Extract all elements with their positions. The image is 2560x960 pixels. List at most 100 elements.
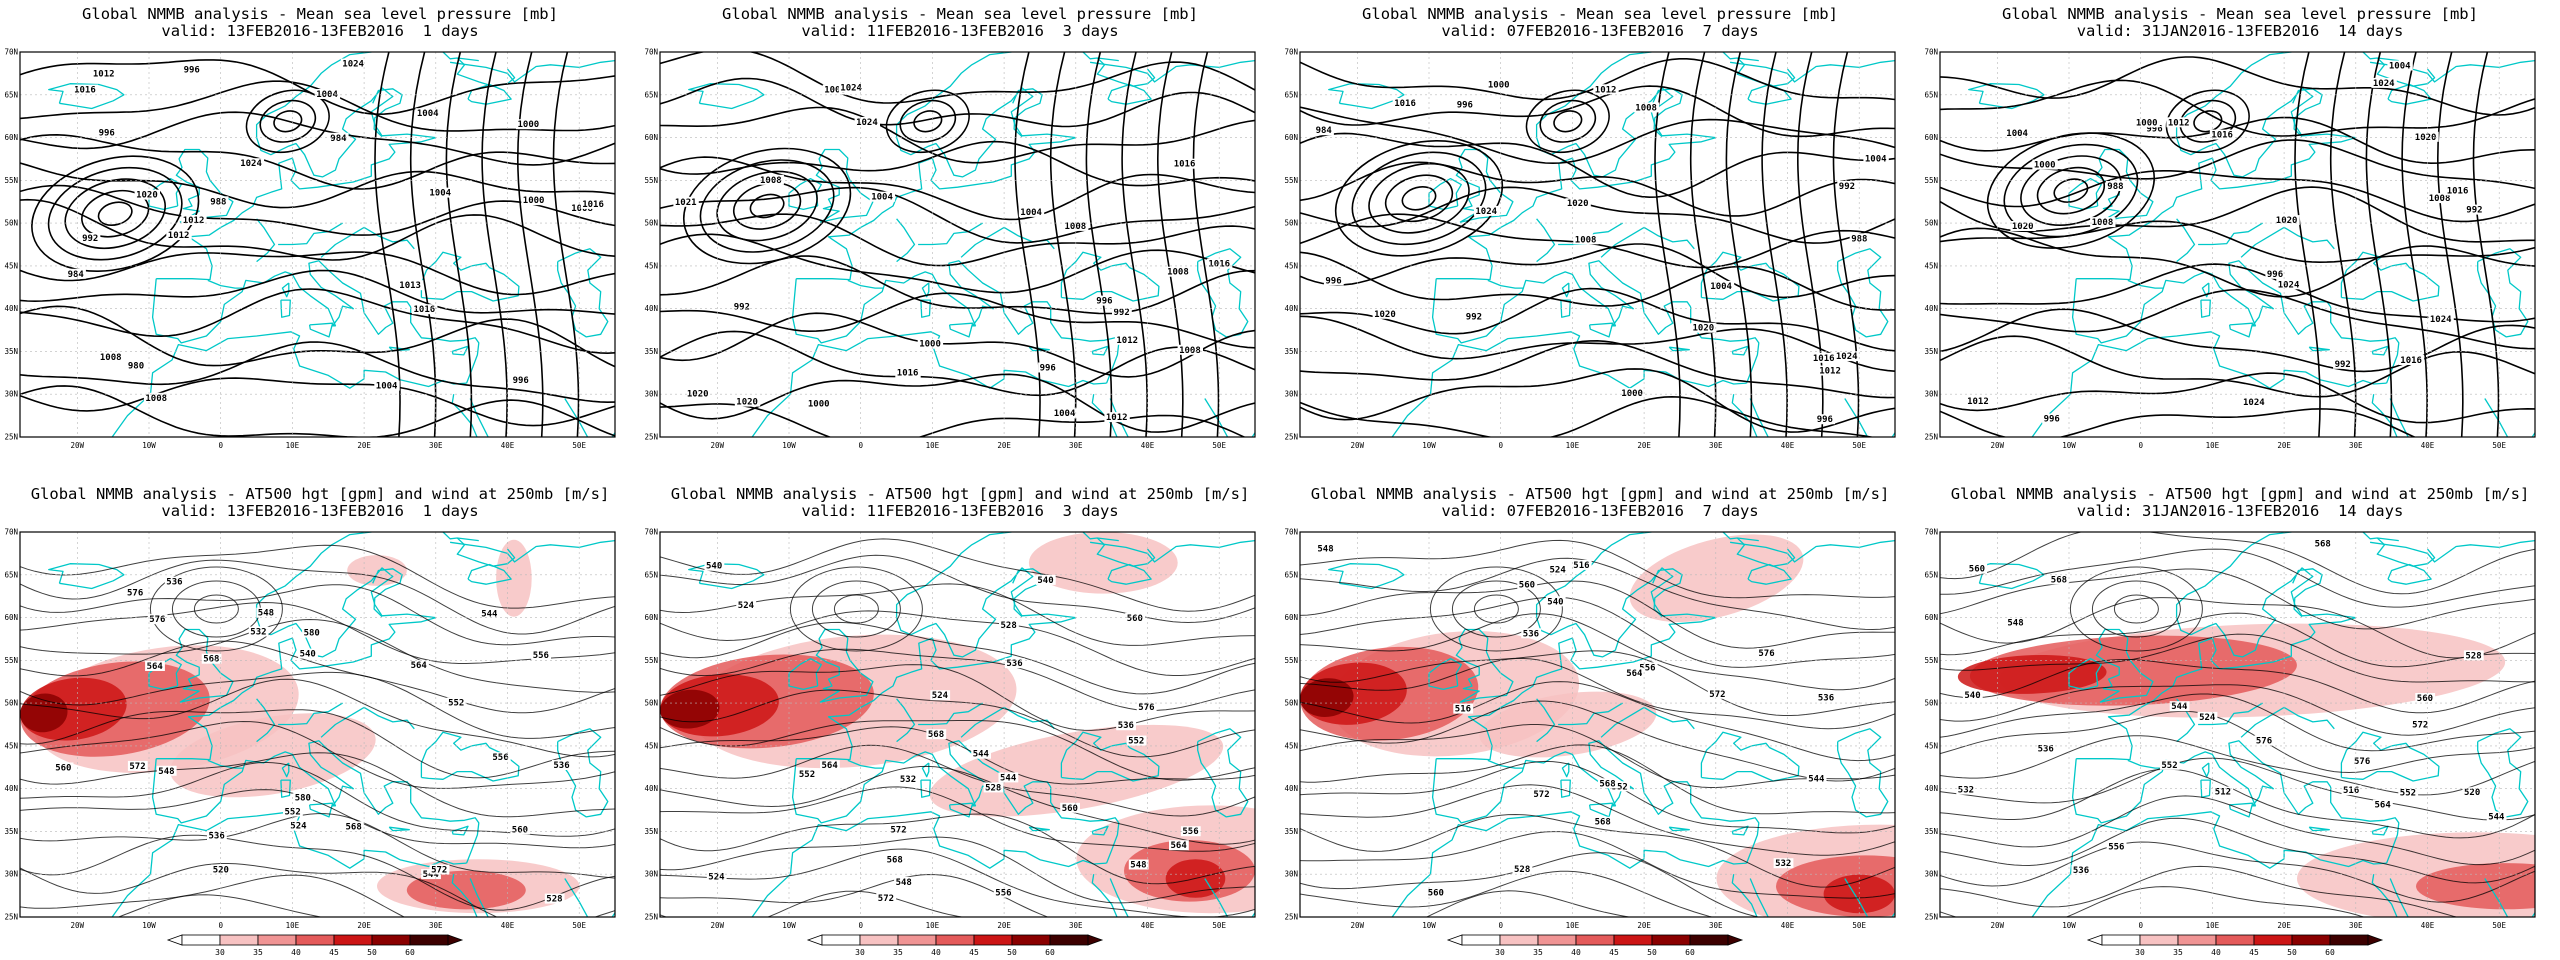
contour-value-label: 996: [1096, 297, 1112, 307]
contour-label-background: [2341, 785, 2362, 796]
contour-label-background: [1063, 220, 1089, 231]
contour-label-background: [1837, 180, 1858, 191]
latitude-tick-label: 35N: [1924, 827, 1938, 836]
latitude-tick-label: 45N: [644, 261, 658, 270]
contour-label-background: [1531, 789, 1552, 799]
contour-label-background: [1708, 280, 1735, 291]
coastline-segment: [564, 878, 615, 917]
colorbar-tick-label: 35: [253, 948, 263, 957]
colorbar-tick-label: 30: [2135, 948, 2145, 957]
contour-value-label: 992: [1839, 182, 1855, 192]
contour-value-label: 1000: [919, 340, 941, 350]
latitude-tick-label: 45N: [1924, 741, 1938, 750]
plot-frame: [1939, 531, 2536, 918]
isobar: [1940, 372, 2535, 424]
latitude-tick-label: 70N: [644, 48, 658, 57]
longitude-tick-label: 50E: [1852, 441, 1866, 450]
coastline-segment: [1536, 698, 1556, 743]
isobar: [2165, 89, 2250, 154]
isobar: [660, 233, 1255, 294]
contour-label-background: [551, 760, 572, 770]
colorbar-segment: [2253, 934, 2293, 946]
latitude-tick-label: 60N: [644, 613, 658, 622]
contour-label-background: [510, 824, 531, 835]
coastline-segment: [921, 762, 930, 778]
wind-speed-shading: [347, 555, 407, 586]
contour-value-label: 984: [330, 134, 347, 144]
coastline-segment: [1844, 878, 1895, 917]
latitude-tick-label: 65N: [644, 570, 658, 579]
latitude-tick-label: 55N: [4, 656, 18, 665]
contour-label-background: [479, 608, 500, 619]
height-contour: [1940, 795, 2535, 866]
contour-label-background: [1038, 362, 1058, 373]
isobar: [2294, 52, 2321, 437]
contour-value-label: 556: [2108, 843, 2124, 853]
wind-speed-shading: [496, 539, 532, 617]
contour-value-label: 1020: [136, 191, 158, 201]
isobar: [660, 156, 1255, 221]
contour-value-label: 532: [1775, 859, 1791, 869]
contour-value-label: 1016: [1174, 160, 1196, 170]
coastline-segment: [469, 878, 489, 917]
coastline-segment: [918, 702, 983, 726]
latitude-tick-label: 50N: [1924, 219, 1938, 228]
isobar: [660, 255, 1255, 315]
contour-label-background: [1834, 351, 1860, 362]
latitude-tick-label: 70N: [1284, 48, 1298, 57]
contour-label-background: [2090, 217, 2116, 228]
height-contour: [20, 671, 615, 739]
contour-label-background: [201, 653, 222, 664]
colorbar-tick-label: 30: [215, 948, 225, 957]
coastline-segment: [1844, 398, 1895, 437]
isobar: [1940, 170, 2535, 223]
coastline-segment: [1588, 322, 1614, 338]
isobar: [1157, 52, 1184, 437]
coastline-segment: [2031, 331, 2387, 437]
coastline-segment: [2071, 740, 2332, 824]
contour-label-background: [993, 887, 1014, 898]
isobar: [1725, 52, 1753, 437]
colorbar-segment: [935, 934, 975, 946]
isobar: [1300, 243, 1895, 299]
colorbar-segment: [295, 934, 335, 946]
coastline-segment: [2371, 874, 2398, 917]
contour-label-background: [397, 280, 424, 291]
coastline-segment: [2201, 762, 2210, 778]
contour-value-label: 1004: [2006, 129, 2028, 139]
contour-value-label: 572: [431, 866, 447, 876]
contour-value-label: 536: [2038, 744, 2054, 754]
map-field-layer: 9889969929929961000100410081012101610209…: [1940, 52, 2535, 437]
contour-value-label: 548: [896, 878, 912, 888]
coastline-segment: [2198, 702, 2263, 726]
contour-value-label: 1008: [1167, 268, 1189, 278]
isobar: [31, 155, 200, 273]
colorbar-low-arrow: [166, 934, 183, 946]
contour-value-label: 572: [890, 826, 906, 836]
height-contour: [1300, 890, 1632, 917]
height-contour: [660, 744, 1255, 817]
coastline-segment: [1487, 759, 1524, 769]
contour-value-label: 568: [203, 655, 219, 665]
colorbar-segment: [1575, 934, 1615, 946]
height-contour: [1429, 566, 1563, 652]
colorbar-tick-label: 60: [405, 948, 415, 957]
isobar: [1940, 263, 2535, 323]
height-contour: [660, 726, 1255, 785]
height-contour: [20, 863, 615, 917]
isobar: [20, 184, 615, 236]
coastline-segment: [1561, 282, 1570, 298]
colorbar-tick-label: 50: [1007, 948, 1017, 957]
isobar: [2053, 178, 2089, 203]
height-contour: [1940, 768, 2535, 839]
contour-value-label: 1020: [736, 398, 758, 408]
coastline-segment: [281, 762, 290, 778]
isobar: [885, 89, 970, 154]
coastline-segment: [1747, 563, 1792, 585]
coastline-segment: [1455, 148, 1514, 223]
height-contour: [1940, 886, 2366, 917]
contour-label-background: [1517, 579, 1538, 590]
contour-value-label: 564: [1626, 669, 1643, 679]
contour-value-label: 540: [1547, 597, 1563, 607]
height-contour: [193, 594, 239, 624]
